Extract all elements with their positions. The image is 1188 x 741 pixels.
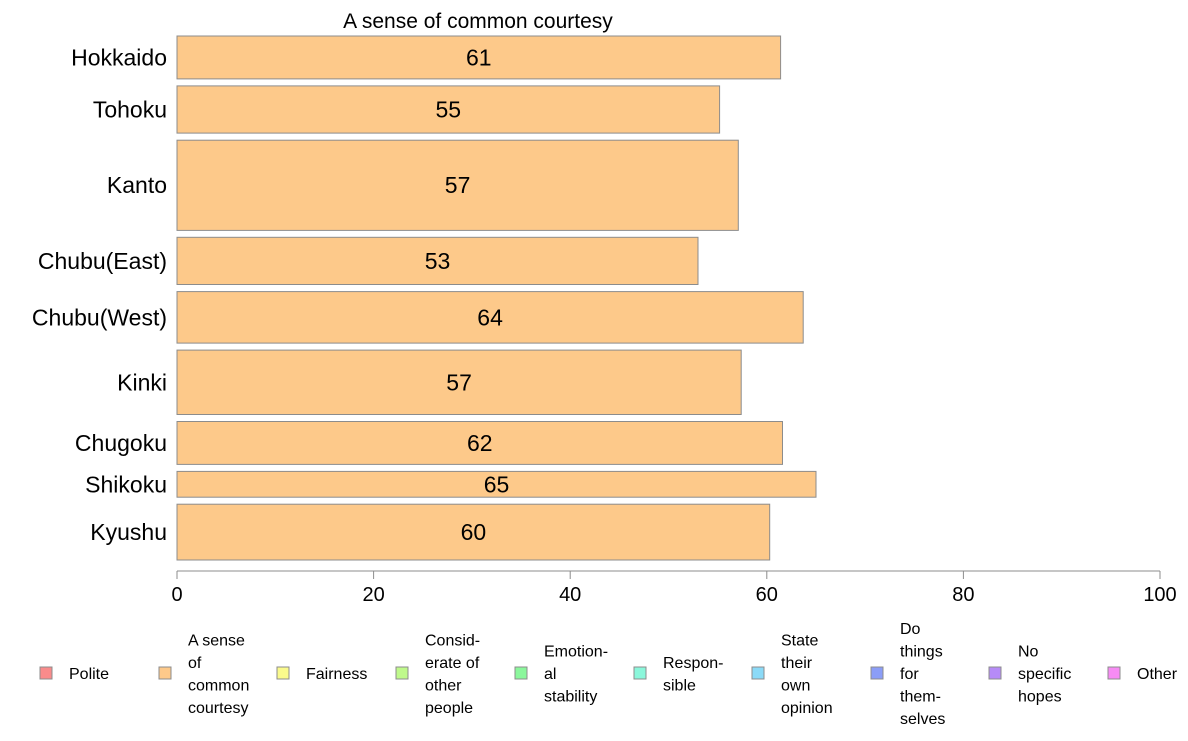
category-label-kinki: Kinki xyxy=(117,369,167,395)
data-label-kanto: 57 xyxy=(445,172,471,198)
legend-label-line: courtesy xyxy=(188,700,248,717)
legend-label-line: for xyxy=(900,666,919,683)
bar-chubu-west xyxy=(176,291,804,344)
legend-label-line: al xyxy=(544,666,556,683)
legend-label-a-sense-of-common-courtesy: A sense of common courtesy xyxy=(188,632,249,717)
legend-label-line: Fairness xyxy=(306,666,367,683)
x-axis: 0 20 40 60 80 100 xyxy=(171,570,1177,606)
legend-label-consid-erate-of-other-people: Consid-erate of other people xyxy=(425,632,480,717)
legend-label-line: selves xyxy=(900,711,945,728)
bar-kanto xyxy=(176,139,739,231)
x-tick-label-100: 100 xyxy=(1143,584,1176,606)
legend-label-line: Other xyxy=(1137,666,1178,683)
legend-label-line: Consid- xyxy=(425,632,480,649)
data-label-tohoku: 55 xyxy=(436,97,462,123)
legend-label-emotion-al-stability: Emotion-al stability xyxy=(544,644,608,706)
legend-label-line: their xyxy=(781,655,813,672)
legend-label-line: people xyxy=(425,700,473,717)
legend-swatch-consid-erate-of-other-people xyxy=(395,666,409,680)
legend-label-polite: Polite xyxy=(69,666,109,683)
legend-label-do-things-for-them-selves: Do things for them-selves xyxy=(900,621,945,728)
legend-label-no-specific-hopes: No specific hopes xyxy=(1018,644,1071,706)
data-label-chubu-west: 64 xyxy=(477,304,503,330)
legend-label-line: A sense xyxy=(188,632,245,649)
legend-label-line: Emotion- xyxy=(544,644,608,661)
legend-label-line: sible xyxy=(663,677,696,694)
bar-tohoku xyxy=(176,85,721,134)
category-label-chubu-west: Chubu(West) xyxy=(32,304,167,330)
data-label-shikoku: 65 xyxy=(484,471,510,497)
x-tick-label-0: 0 xyxy=(171,584,182,606)
legend-label-line: common xyxy=(188,677,249,694)
category-label-chubu-east: Chubu(East) xyxy=(38,248,167,274)
category-label-chugoku: Chugoku xyxy=(75,430,167,456)
legend: Polite A sense of common courtesy Fairness Con… xyxy=(39,621,1178,728)
legend-label-line: stability xyxy=(544,689,597,706)
legend-label-line: opinion xyxy=(781,700,833,717)
bar-hokkaido xyxy=(176,35,782,80)
bar-kinki xyxy=(176,349,742,416)
legend-label-respon-sible: Respon-sible xyxy=(663,655,723,695)
legend-swatch-state-their-own-opinion xyxy=(751,666,765,680)
category-label-hokkaido: Hokkaido xyxy=(71,45,167,71)
legend-label-line: things xyxy=(900,644,943,661)
data-label-kyushu: 60 xyxy=(461,519,487,545)
legend-label-line: them- xyxy=(900,689,941,706)
legend-label-fairness: Fairness xyxy=(306,666,367,683)
legend-swatch-respon-sible xyxy=(633,666,647,680)
legend-swatch-emotion-al-stability xyxy=(514,666,528,680)
legend-swatch-other xyxy=(1107,666,1121,680)
x-tick-label-80: 80 xyxy=(952,584,974,606)
x-tick-label-60: 60 xyxy=(756,584,778,606)
legend-label-line: of xyxy=(188,655,202,672)
legend-label-line: hopes xyxy=(1018,689,1062,706)
category-label-kanto: Kanto xyxy=(107,172,167,198)
category-label-kyushu: Kyushu xyxy=(90,519,167,545)
legend-label-line: State xyxy=(781,632,818,649)
legend-label-line: Polite xyxy=(69,666,109,683)
bar-kyushu xyxy=(176,503,771,561)
legend-label-line: own xyxy=(781,677,810,694)
bar-shikoku xyxy=(176,470,817,498)
legend-label-line: specific xyxy=(1018,666,1071,683)
legend-label-line: other xyxy=(425,677,462,694)
legend-swatch-no-specific-hopes xyxy=(988,666,1002,680)
legend-swatch-polite xyxy=(39,666,53,680)
legend-swatch-do-things-for-them-selves xyxy=(870,666,884,680)
chart-title: A sense of common courtesy xyxy=(343,10,613,33)
legend-label-other: Other xyxy=(1137,666,1178,683)
legend-swatch-fairness xyxy=(276,666,290,680)
legend-label-line: erate of xyxy=(425,655,480,672)
bars-layer: 61 Hokkaido 55 Tohoku 57 Kanto 53 Chubu(East) 64… xyxy=(32,35,817,561)
x-tick-label-40: 40 xyxy=(559,584,581,606)
legend-label-line: No xyxy=(1018,644,1039,661)
data-label-hokkaido: 61 xyxy=(466,45,492,71)
data-label-chugoku: 62 xyxy=(467,430,493,456)
legend-label-line: Do xyxy=(900,621,921,638)
bar-chubu-east xyxy=(176,236,699,286)
data-label-kinki: 57 xyxy=(446,369,472,395)
data-label-chubu-east: 53 xyxy=(425,248,451,274)
category-label-shikoku: Shikoku xyxy=(85,471,167,497)
x-tick-label-20: 20 xyxy=(362,584,384,606)
legend-swatch-a-sense-of-common-courtesy xyxy=(158,666,172,680)
legend-label-line: Respon- xyxy=(663,655,723,672)
category-label-tohoku: Tohoku xyxy=(93,97,167,123)
legend-label-state-their-own-opinion: State their own opinion xyxy=(781,632,833,717)
bar-chugoku xyxy=(176,421,783,465)
